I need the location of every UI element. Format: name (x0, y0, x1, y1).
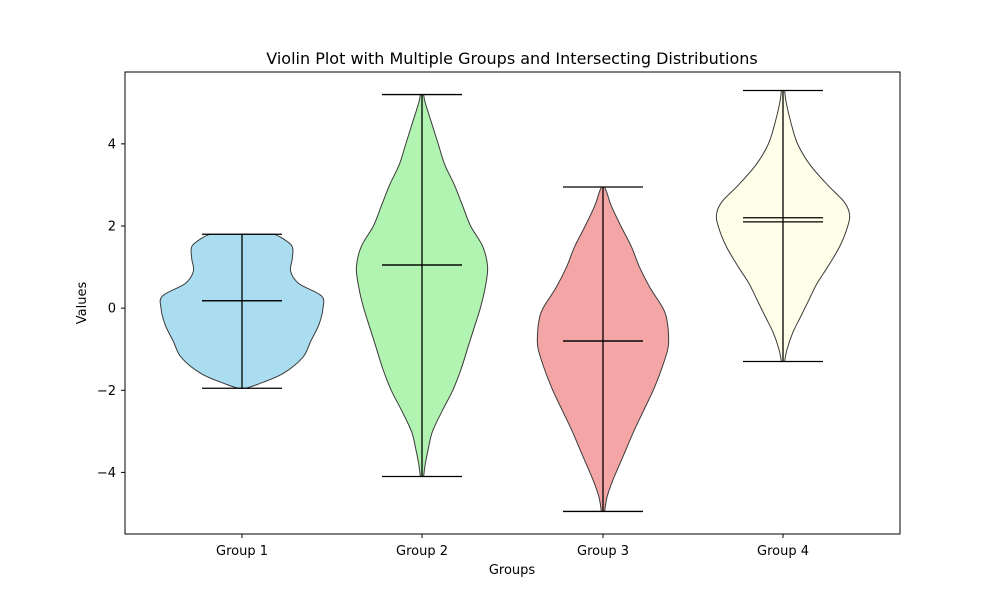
y-tick-label: −2 (97, 384, 116, 399)
y-axis-label: Values (75, 282, 90, 325)
x-tick-label: Group 4 (757, 544, 809, 559)
violin-group-1 (159, 233, 325, 389)
x-axis: Group 1 Group 2 Group 3 Group 4 (216, 534, 809, 559)
plot-area-frame (124, 71, 901, 535)
x-tick-label: Group 3 (577, 544, 629, 559)
violins-layer (159, 89, 851, 513)
x-tick-label: Group 2 (396, 544, 448, 559)
y-tick-label: 0 (108, 302, 116, 317)
chart-title: Violin Plot with Multiple Groups and Int… (266, 49, 758, 68)
y-axis: −4 −2 0 2 4 (97, 137, 125, 481)
violin-group-4 (715, 89, 851, 363)
x-tick-label: Group 1 (216, 544, 268, 559)
y-tick-label: 2 (108, 220, 116, 235)
x-axis-label: Groups (489, 563, 536, 578)
violin-group-2 (355, 93, 489, 478)
y-tick-label: −4 (97, 466, 116, 481)
violin-group-3 (536, 186, 670, 513)
y-tick-label: 4 (108, 137, 116, 152)
